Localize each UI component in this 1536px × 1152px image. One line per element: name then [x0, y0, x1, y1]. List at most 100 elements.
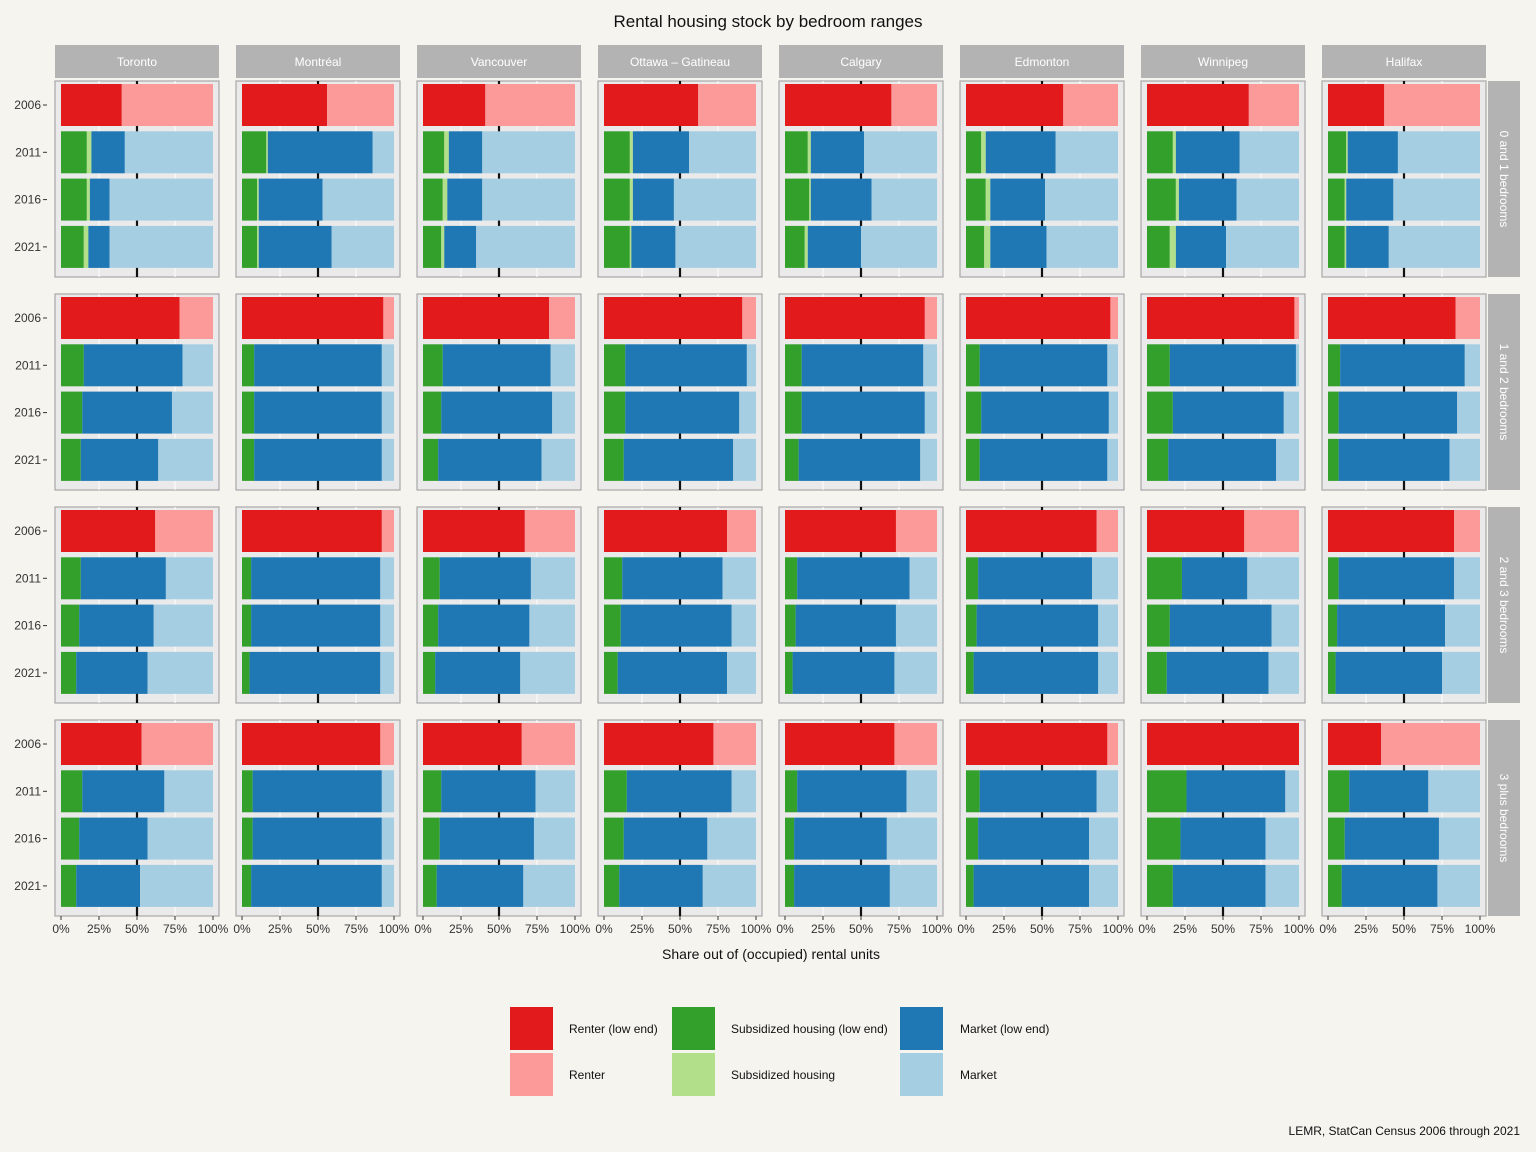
bar-segment [435, 651, 521, 694]
x-tick-label: 25% [1173, 922, 1197, 936]
bar-segment [604, 510, 728, 552]
bar-segment [1328, 438, 1339, 481]
bar-segment [61, 84, 122, 126]
bar-segment [61, 604, 80, 647]
bar-segment [1175, 225, 1227, 268]
bar-segment [83, 344, 183, 387]
bar-segment [1096, 770, 1118, 813]
bar-segment [423, 864, 437, 907]
bar-segment [797, 770, 907, 813]
bar-segment [322, 178, 394, 221]
bar-segment [909, 557, 937, 600]
bar-segment [1295, 344, 1299, 387]
bar-segment [1341, 864, 1438, 907]
bar-segment [1089, 817, 1118, 860]
x-tick-label: 0% [52, 922, 70, 936]
x-tick-label: 25% [630, 922, 654, 936]
bar-segment [1186, 770, 1286, 813]
bar-segment [742, 297, 756, 339]
legend-key [510, 1053, 553, 1096]
bar-segment [254, 391, 382, 434]
bar-segment [423, 344, 443, 387]
bar-segment [442, 344, 551, 387]
y-tick-label: 2011 [15, 571, 41, 585]
y-tick-label: 2016 [14, 193, 41, 207]
bar-segment [171, 391, 213, 434]
bar-segment [1328, 391, 1339, 434]
x-tick-label: 0% [1138, 922, 1156, 936]
legend-label: Subsidized housing [731, 1068, 835, 1082]
bar-segment [61, 131, 87, 174]
bar-segment [920, 438, 937, 481]
bar-segment [966, 297, 1111, 339]
bar-segment [622, 557, 723, 600]
bar-segment [785, 510, 896, 552]
bar-segment [689, 131, 756, 174]
bar-segment [889, 864, 937, 907]
y-tick-label: 2011 [15, 784, 41, 798]
bar-segment [1147, 817, 1181, 860]
bar-segment [423, 770, 442, 813]
x-tick-label: 75% [525, 922, 549, 936]
bar-segment [731, 770, 756, 813]
x-tick-label: 100% [1284, 922, 1315, 936]
bar-segment [423, 557, 440, 600]
chart-caption: LEMR, StatCan Census 2006 through 2021 [1289, 1124, 1521, 1138]
bar-segment [794, 817, 887, 860]
bar-segment [785, 651, 793, 694]
x-tick-label: 50% [487, 922, 511, 936]
bar-segment [438, 604, 530, 647]
y-tick-label: 2011 [15, 358, 41, 372]
bar-segment [1328, 84, 1385, 126]
bar-segment [61, 225, 84, 268]
bar-segment [1346, 131, 1348, 174]
bar-segment [973, 651, 1099, 694]
column-strip-label: Montréal [295, 55, 342, 69]
x-tick-label: 75% [1430, 922, 1454, 936]
bar-segment [552, 391, 575, 434]
legend-key [900, 1007, 943, 1050]
legend-label: Market [960, 1068, 997, 1082]
x-axis-title: Share out of (occupied) rental units [662, 946, 880, 962]
bar-segment [242, 604, 252, 647]
bar-segment [83, 225, 89, 268]
bar-segment [1166, 651, 1269, 694]
y-tick-label: 2016 [14, 619, 41, 633]
bar-segment [76, 651, 148, 694]
bar-segment [1328, 817, 1345, 860]
x-tick-label: 75% [887, 922, 911, 936]
bar-segment [380, 723, 394, 765]
bar-segment [1328, 557, 1339, 600]
bar-segment [1285, 770, 1299, 813]
bar-segment [82, 770, 165, 813]
bar-segment [381, 438, 394, 481]
bar-segment [1169, 225, 1176, 268]
bar-segment [1147, 438, 1169, 481]
bar-segment [249, 651, 381, 694]
row-strip-label: 0 and 1 bedrooms [1497, 131, 1511, 228]
bar-segment [448, 131, 483, 174]
bar-segment [140, 864, 213, 907]
bar-segment [1349, 770, 1429, 813]
bar-segment [1147, 297, 1295, 339]
bar-segment [383, 297, 394, 339]
bar-segment [165, 557, 213, 600]
bar-segment [979, 770, 1097, 813]
x-tick-label: 75% [1249, 922, 1273, 936]
bar-segment [1169, 604, 1272, 647]
bar-segment [423, 131, 445, 174]
plot-area: Toronto Montréal Vancouver Ottawa – Gatinea… [14, 45, 1520, 936]
bar-segment [61, 557, 81, 600]
bar-segment [604, 864, 620, 907]
bar-segment [182, 344, 213, 387]
bar-segment [1178, 178, 1237, 221]
y-tick-label: 2006 [14, 98, 41, 112]
bar-segment [966, 344, 980, 387]
bar-segment [785, 438, 799, 481]
bar-segment [1055, 131, 1118, 174]
bar-segment [979, 438, 1108, 481]
bar-segment [1147, 864, 1173, 907]
bar-segment [254, 438, 382, 481]
bar-segment [620, 604, 732, 647]
bar-segment [242, 770, 253, 813]
